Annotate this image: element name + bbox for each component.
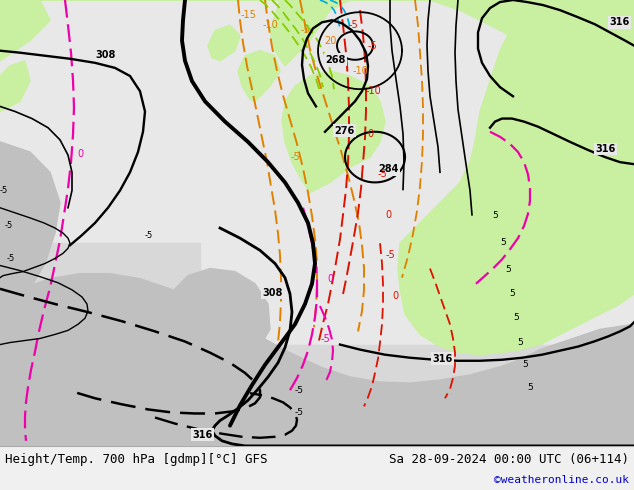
Polygon shape bbox=[0, 61, 30, 112]
Text: 5: 5 bbox=[517, 338, 523, 346]
Text: 0: 0 bbox=[392, 291, 398, 301]
Bar bbox=[0, 344, 634, 446]
Text: -5: -5 bbox=[348, 21, 358, 30]
Text: 316: 316 bbox=[609, 17, 630, 27]
Text: 5: 5 bbox=[492, 211, 498, 220]
Text: -5: -5 bbox=[385, 250, 395, 260]
Polygon shape bbox=[95, 395, 105, 405]
Text: 5: 5 bbox=[522, 360, 528, 369]
Text: 5: 5 bbox=[513, 313, 519, 322]
Polygon shape bbox=[0, 273, 634, 446]
Text: -10: -10 bbox=[262, 21, 278, 30]
Text: -5: -5 bbox=[367, 41, 377, 50]
Text: 308: 308 bbox=[95, 50, 115, 60]
Polygon shape bbox=[115, 385, 125, 395]
Text: 0: 0 bbox=[385, 210, 391, 220]
Text: 316: 316 bbox=[192, 430, 212, 440]
Text: -5: -5 bbox=[295, 409, 304, 417]
Text: 0: 0 bbox=[77, 149, 83, 159]
Text: 276: 276 bbox=[334, 126, 354, 136]
Text: -5: -5 bbox=[295, 386, 304, 395]
Text: -5: -5 bbox=[320, 335, 330, 344]
Polygon shape bbox=[0, 142, 60, 446]
Text: 5: 5 bbox=[500, 238, 506, 247]
Polygon shape bbox=[0, 0, 634, 96]
Polygon shape bbox=[208, 25, 240, 61]
Text: -15: -15 bbox=[240, 10, 256, 20]
Text: 5: 5 bbox=[509, 289, 515, 298]
Text: -5: -5 bbox=[377, 170, 387, 179]
Text: 268: 268 bbox=[325, 55, 346, 65]
Text: 5: 5 bbox=[505, 265, 511, 273]
Polygon shape bbox=[165, 269, 270, 385]
Bar bbox=[0, 243, 200, 446]
Polygon shape bbox=[398, 0, 634, 355]
Text: 20: 20 bbox=[324, 36, 336, 46]
Text: 284: 284 bbox=[378, 164, 398, 174]
Polygon shape bbox=[0, 0, 50, 61]
Text: -5: -5 bbox=[145, 231, 153, 240]
Text: 0: 0 bbox=[367, 129, 373, 139]
Polygon shape bbox=[238, 50, 280, 101]
Text: -10: -10 bbox=[352, 66, 368, 76]
Text: 5: 5 bbox=[527, 383, 533, 392]
Text: 316: 316 bbox=[595, 144, 615, 154]
Text: 0: 0 bbox=[327, 274, 333, 284]
Text: 308: 308 bbox=[262, 288, 282, 298]
Text: ©weatheronline.co.uk: ©weatheronline.co.uk bbox=[494, 475, 629, 485]
Polygon shape bbox=[145, 380, 155, 390]
Text: -10: -10 bbox=[365, 86, 381, 96]
Text: -5: -5 bbox=[0, 186, 8, 195]
Text: 316: 316 bbox=[432, 354, 452, 364]
Text: -5: -5 bbox=[290, 152, 300, 162]
Text: Height/Temp. 700 hPa [gdmp][°C] GFS: Height/Temp. 700 hPa [gdmp][°C] GFS bbox=[5, 453, 268, 466]
Text: -5: -5 bbox=[7, 254, 15, 264]
Text: -5: -5 bbox=[5, 221, 13, 230]
Polygon shape bbox=[282, 71, 385, 193]
Text: Sa 28-09-2024 00:00 UTC (06+114): Sa 28-09-2024 00:00 UTC (06+114) bbox=[389, 453, 629, 466]
Text: -5: -5 bbox=[300, 25, 310, 35]
